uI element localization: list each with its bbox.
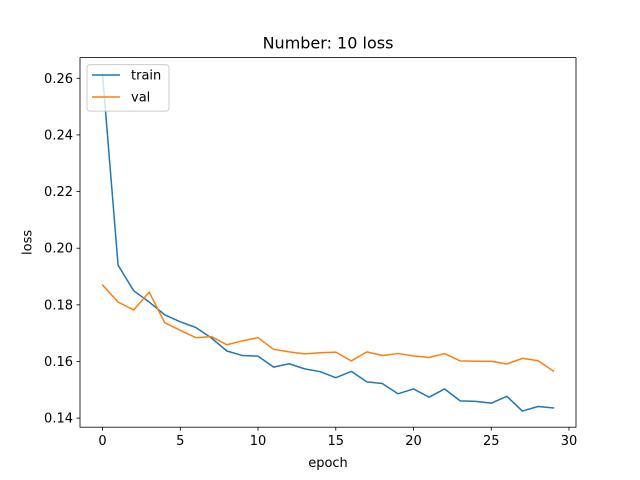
y-tick-label: 0.18	[44, 298, 73, 313]
x-tick-label: 20	[405, 434, 422, 449]
x-tick-label: 25	[483, 434, 500, 449]
plot-area	[79, 57, 577, 428]
x-axis-ticks: 0 5 10 15 20 25 30	[98, 427, 577, 449]
series-line-val	[101, 283, 555, 373]
series-layer	[101, 73, 555, 412]
x-tick-label: 5	[176, 434, 184, 449]
y-tick-label: 0.14	[44, 412, 73, 427]
y-tick-label: 0.24	[44, 128, 73, 143]
x-tick-label: 0	[98, 434, 106, 449]
x-axis-title: epoch	[308, 456, 348, 471]
y-axis-title: loss	[21, 230, 36, 255]
legend-box	[86, 64, 170, 112]
series-line-train	[101, 73, 555, 412]
y-tick-label: 0.22	[44, 185, 73, 200]
x-tick-label: 10	[250, 434, 267, 449]
legend-label-val: val	[131, 91, 150, 106]
x-tick-label: 30	[561, 434, 578, 449]
x-tick-label: 15	[328, 434, 345, 449]
y-tick-label: 0.20	[44, 242, 73, 257]
y-tick-label: 0.16	[44, 355, 73, 370]
plot-frame	[80, 57, 576, 428]
plot-border	[79, 57, 577, 428]
legend-label-train: train	[131, 69, 161, 84]
legend: train val	[86, 64, 170, 112]
y-tick-label: 0.26	[44, 72, 73, 87]
chart-title: Number: 10 loss	[263, 34, 394, 53]
y-axis-ticks: 0.14 0.16 0.18 0.20 0.22 0.24 0.26	[44, 72, 80, 427]
